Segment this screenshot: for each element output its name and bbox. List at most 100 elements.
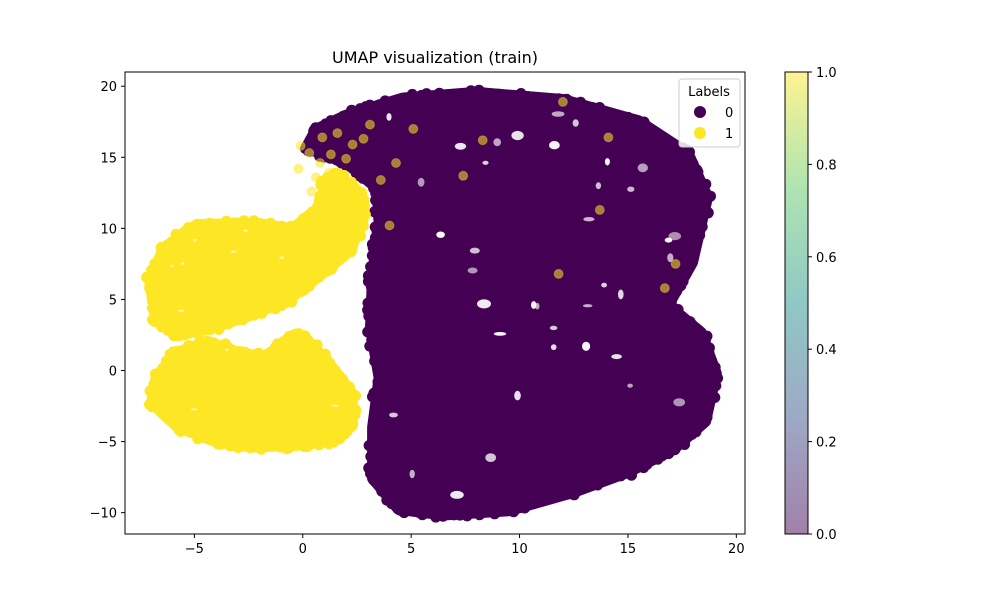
gap [627,186,635,192]
mixed-point [557,96,568,107]
point [379,95,391,107]
point [337,111,349,122]
colorbar: 0.0 0.2 0.4 0.6 0.8 1.0 [784,66,837,543]
x-tick-label: 0 [299,542,307,557]
point [439,508,451,519]
gap [582,341,591,351]
point [702,349,714,361]
gap [604,158,610,166]
mixed-point [670,258,681,269]
point [345,246,357,258]
gap [572,119,579,127]
mixed-point [553,268,564,279]
mixed-point [384,220,395,231]
mixed-point [341,153,352,164]
mixed-point [323,167,334,178]
gap [389,412,398,418]
point [395,94,407,106]
colorbar-frame [784,71,809,535]
x-tick-label: 10 [511,542,528,557]
chart-title: UMAP visualization (train) [332,48,538,67]
gap [493,138,502,147]
mixed-point [375,175,386,185]
colorbar-tick-label: 1.0 [816,66,837,81]
gap [549,325,558,331]
x-tick-label: −5 [185,542,204,557]
legend-label-1: 1 [725,127,733,142]
point [638,116,650,128]
mixed-point [358,133,369,144]
point [192,219,204,231]
point [500,89,512,101]
axes-frame [124,71,746,535]
point [594,102,606,113]
point [448,509,460,521]
point [321,265,333,277]
point [155,242,167,253]
point [638,462,650,474]
mixed-point [458,170,469,181]
point [686,428,698,440]
x-axis: −5 0 5 10 15 20 [185,534,745,557]
point [394,504,406,516]
gap [477,299,491,309]
point [575,96,587,108]
point [362,270,374,282]
gap [551,111,565,117]
mixed-point [293,163,304,174]
x-tick-label: 15 [620,542,637,557]
point [184,426,196,438]
gap [673,398,686,407]
y-tick-label: 10 [100,222,117,237]
gap [409,469,415,479]
colorbar-tick-label: 0.8 [816,158,837,173]
x-tick-label: 20 [728,542,745,557]
point [626,469,637,481]
point [622,111,634,123]
gap [550,344,557,351]
y-tick-label: 0 [109,365,117,380]
mixed-point [295,140,306,151]
point [368,387,380,399]
point [482,505,494,517]
mixed-point [477,135,488,146]
legend-marker-1 [694,127,706,139]
gap [582,304,593,308]
mixed-point [317,132,328,143]
mixed-point [594,204,605,215]
mixed-points [293,96,681,294]
y-tick-label: 20 [100,80,117,95]
point [433,87,445,99]
gap [611,354,622,360]
gap [469,247,480,254]
point [370,350,382,362]
x-tick-label: 5 [407,542,415,557]
plot-area [141,84,724,523]
gap [664,237,673,243]
gap [549,141,560,150]
point [222,318,234,330]
point [443,89,454,101]
point [275,441,287,453]
point [246,309,258,321]
legend-box [678,78,741,148]
point [363,462,375,474]
gap [668,232,682,241]
legend-title: Labels [688,85,730,100]
point [302,337,314,349]
point [563,488,575,500]
gap [514,390,521,401]
gap [181,262,185,265]
gap [178,309,185,312]
point [538,493,550,505]
gap [511,130,524,141]
point [465,85,477,97]
legend: Labels 0 1 [678,78,741,148]
gap [595,182,602,190]
legend-label-0: 0 [725,106,733,121]
point [584,479,596,491]
point [649,128,661,140]
y-tick-label: −5 [98,436,117,451]
mixed-point [306,186,317,197]
